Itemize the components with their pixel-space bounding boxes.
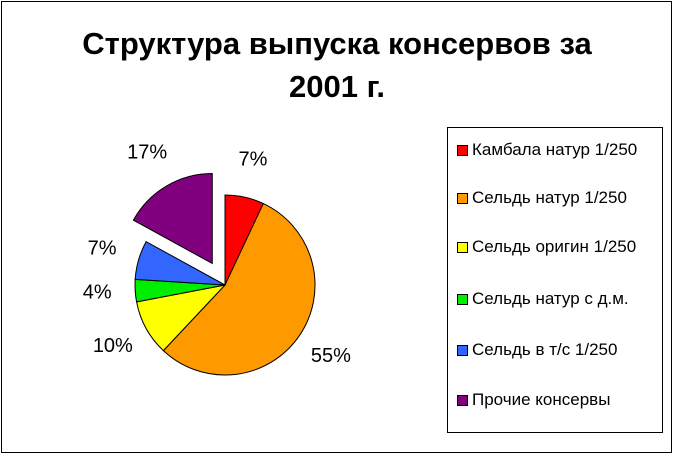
legend-swatch xyxy=(457,193,468,204)
legend-swatch xyxy=(457,145,468,156)
pie-slice xyxy=(134,240,226,286)
data-label: 17% xyxy=(127,142,167,164)
pie-slice xyxy=(132,172,213,265)
data-label: 55% xyxy=(311,345,351,367)
legend-label: Сельдь натур с д.м. xyxy=(472,289,629,308)
legend-swatch xyxy=(457,294,468,305)
legend-label: Камбала натур 1/250 xyxy=(472,140,638,159)
legend-swatch xyxy=(457,242,468,253)
data-label: 4% xyxy=(83,281,112,303)
legend-label: Сельдь натур 1/250 xyxy=(472,188,627,207)
data-label: 10% xyxy=(93,335,133,357)
legend-label: Сельдь оригин 1/250 xyxy=(472,237,637,256)
legend: Камбала натур 1/250 Сельдь натур 1/250 Сел… xyxy=(447,127,663,433)
legend-label: Прочие консервы xyxy=(472,390,611,409)
legend-swatch xyxy=(457,395,468,406)
data-label: 7% xyxy=(238,148,267,170)
legend-swatch xyxy=(457,345,468,356)
pie-slice xyxy=(162,202,316,376)
legend-label: Сельдь в т/с 1/250 xyxy=(472,340,618,359)
chart-title: Структура выпуска консервов за 2001 г. xyxy=(82,26,592,104)
data-label: 7% xyxy=(88,238,117,260)
